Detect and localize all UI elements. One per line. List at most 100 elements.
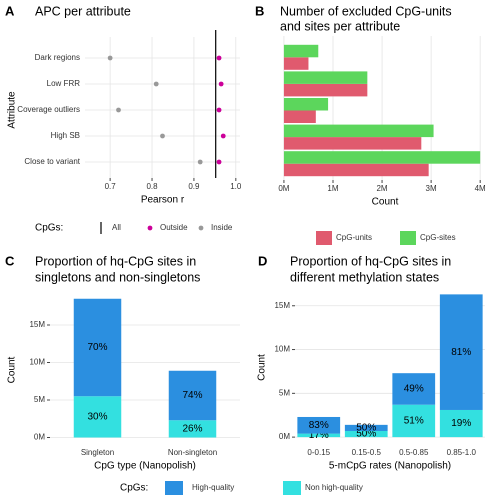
bar-segment [392, 404, 436, 438]
chart-title: and sites per attribute [280, 19, 400, 33]
x-tick-label: 4M [475, 184, 486, 193]
legend-label: All [112, 223, 121, 232]
y-tick-label: Dark regions [35, 53, 80, 62]
bar [283, 98, 329, 111]
y-tick-label: Low FRR [47, 79, 81, 88]
y-tick-label: 5M [279, 388, 290, 397]
segment-label: 19% [451, 418, 471, 429]
legend-swatch [316, 231, 332, 245]
segment-label: 30% [87, 412, 107, 423]
x-axis-label: 5-mCpG rates (Nanopolish) [329, 461, 451, 472]
x-tick-label: 1M [327, 184, 338, 193]
legend-label: High-quality [192, 483, 234, 492]
x-tick-label: 0-0.15 [307, 448, 330, 457]
dot [216, 159, 222, 165]
y-tick-label: Close to variant [24, 157, 80, 166]
y-tick-label: Coverage outliers [17, 105, 80, 114]
chart-title: singletons and non-singletons [35, 270, 200, 284]
x-tick-label: 0.85-1.0 [447, 448, 477, 457]
dot [197, 159, 203, 165]
x-tick-label: Non-singleton [168, 448, 217, 457]
segment-label: 17% [309, 430, 329, 441]
legend-label: CpG-units [336, 233, 372, 242]
y-axis-label: Count [257, 354, 268, 381]
bar [283, 110, 316, 123]
bar [283, 44, 319, 58]
segment-label: 81% [451, 347, 471, 358]
x-axis-label: CpG type (Nanopolish) [94, 461, 196, 472]
y-axis-label: Count [7, 356, 18, 383]
x-tick-label: 0.5-0.85 [399, 448, 429, 457]
bar-segment [439, 294, 483, 410]
bar [283, 124, 434, 138]
panel-letter: A [5, 3, 15, 18]
chart-title: APC per attribute [35, 4, 131, 18]
dot [216, 107, 222, 113]
dot [107, 55, 113, 61]
bar-segment [344, 430, 388, 438]
x-tick-label: 3M [426, 184, 437, 193]
dot [220, 133, 226, 139]
x-axis-label: Pearson r [141, 195, 185, 206]
segment-label: 26% [182, 424, 202, 435]
panel-letter: C [5, 253, 15, 268]
legend-title: CpGs: [120, 483, 148, 494]
bar-segment [168, 420, 217, 438]
x-tick-label: 0.15-0.5 [352, 448, 382, 457]
legend-swatch [400, 231, 416, 245]
bar-segment [392, 373, 436, 405]
x-tick-label: 0.9 [188, 182, 200, 191]
y-tick-label: 15M [29, 320, 45, 329]
x-tick-label: 2M [376, 184, 387, 193]
bar-segment [297, 416, 341, 434]
panel-letter: B [255, 3, 264, 18]
y-tick-label: 0M [34, 433, 45, 442]
bar [283, 83, 368, 97]
bar-segment [73, 396, 122, 438]
panel-letter: D [258, 253, 267, 268]
y-tick-label: 15M [274, 301, 290, 310]
dot [153, 81, 159, 87]
dot [218, 81, 224, 87]
bar [283, 137, 422, 150]
x-tick-label: 0M [278, 184, 289, 193]
legend-swatch [283, 481, 301, 495]
bar [283, 151, 481, 164]
legend-swatch [147, 225, 153, 231]
x-tick-label: Singleton [81, 448, 114, 457]
bar-segment [297, 433, 341, 438]
bar-segment [168, 370, 217, 421]
bar [283, 71, 368, 84]
bar [283, 57, 309, 70]
bar-segment [439, 409, 483, 438]
y-tick-label: 0M [279, 432, 290, 441]
x-axis-label: Count [372, 197, 399, 208]
legend-label: Non high-quality [305, 483, 363, 492]
y-tick-label: 10M [29, 358, 45, 367]
chart-title: Proportion of hq-CpG sites in [290, 254, 451, 268]
dot [216, 55, 222, 61]
bar-segment [73, 298, 122, 397]
x-tick-label: 0.8 [146, 182, 158, 191]
bar [283, 163, 429, 177]
y-axis-label: Attribute [7, 91, 18, 129]
x-tick-label: 0.7 [105, 182, 117, 191]
legend-label: Outside [160, 223, 188, 232]
segment-label: 50% [356, 423, 376, 434]
y-tick-label: 5M [34, 395, 45, 404]
segment-label: 50% [356, 429, 376, 440]
legend-title: CpGs: [35, 223, 63, 234]
chart-title: different methylation states [290, 270, 439, 284]
segment-label: 83% [309, 420, 329, 431]
legend-swatch [165, 481, 183, 495]
segment-label: 70% [87, 342, 107, 353]
segment-label: 51% [404, 416, 424, 427]
segment-label: 74% [182, 390, 202, 401]
chart-title: Number of excluded CpG-units [280, 4, 452, 18]
bar-segment [344, 424, 388, 431]
legend-label: CpG-sites [420, 233, 456, 242]
legend-label: Inside [211, 223, 233, 232]
segment-label: 49% [404, 384, 424, 395]
chart-title: Proportion of hq-CpG sites in [35, 254, 196, 268]
